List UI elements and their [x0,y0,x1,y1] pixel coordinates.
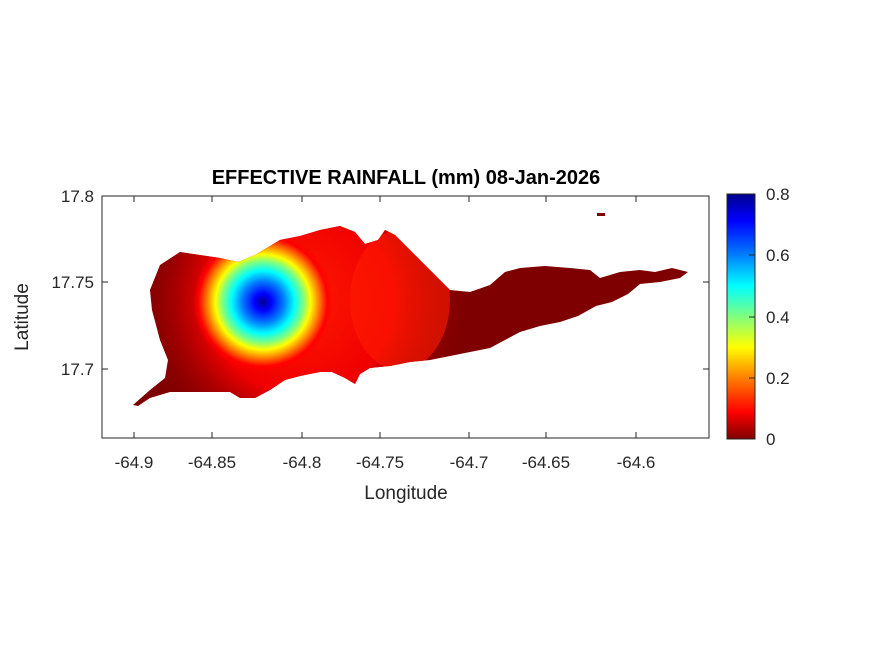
y-axis-label: Latitude [12,283,33,351]
y-tick-label: 17.7 [61,360,94,379]
colorbar-ticks [749,193,755,440]
plot-area: -64.9 -64.85 -64.8 -64.75 -64.7 -64.65 -… [12,187,710,504]
x-axis-tick-labels: -64.9 -64.85 -64.8 -64.75 -64.7 -64.65 -… [115,453,656,472]
x-axis-label: Longitude [364,483,447,504]
x-tick-label: -64.6 [617,453,656,472]
colorbar: 0 0.2 0.4 0.6 0.8 [726,185,790,449]
rainfall-field [133,226,688,406]
y-tick-label: 17.8 [61,187,94,206]
islet-marker [597,213,605,216]
x-tick-label: -64.9 [115,453,154,472]
x-tick-label: -64.75 [356,453,404,472]
x-tick-label: -64.8 [283,453,322,472]
x-tick-label: -64.65 [522,453,570,472]
colorbar-tick-label: 0.6 [766,246,790,265]
x-tick-label: -64.7 [450,453,489,472]
y-axis-ticks [102,281,709,370]
axes-frame [101,195,710,439]
x-axis-ticks [133,196,637,438]
map-title: EFFECTIVE RAINFALL (mm) 08-Jan-2026 [212,167,601,189]
colorbar-tick-label: 0.8 [766,185,790,204]
colorbar-tick-label: 0.2 [766,369,790,388]
y-axis-tick-labels: 17.7 17.75 17.8 [51,187,94,379]
colorbar-tick-label: 0.4 [766,308,790,327]
x-tick-label: -64.85 [188,453,236,472]
colorbar-tick-label: 0 [766,430,775,449]
y-tick-label: 17.75 [51,273,94,292]
